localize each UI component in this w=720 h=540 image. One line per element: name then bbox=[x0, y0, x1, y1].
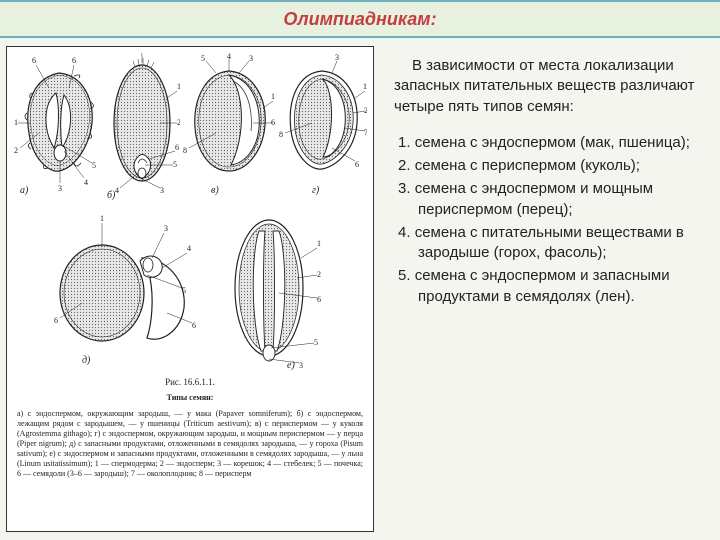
svg-text:3: 3 bbox=[299, 361, 303, 370]
svg-text:6: 6 bbox=[271, 118, 275, 127]
figure-box: 6 6 1 2 3 4 5 а) bbox=[6, 46, 374, 532]
svg-text:1: 1 bbox=[317, 239, 321, 248]
list-text: семена с эндоспермом (мак, пшеница); bbox=[415, 134, 690, 151]
svg-text:7: 7 bbox=[364, 128, 367, 137]
svg-text:1: 1 bbox=[363, 82, 367, 91]
svg-text:4: 4 bbox=[84, 178, 88, 187]
svg-text:2: 2 bbox=[14, 146, 18, 155]
svg-text:6: 6 bbox=[355, 160, 359, 169]
seed-v: 5 4 3 1 6 8 в) bbox=[181, 53, 276, 203]
list-item: 5. семена с эндоспермом и запасными прод… bbox=[398, 266, 702, 307]
label-e: е) bbox=[287, 360, 295, 371]
svg-text:5: 5 bbox=[201, 54, 205, 63]
svg-text:5: 5 bbox=[173, 160, 177, 169]
svg-text:1: 1 bbox=[271, 92, 275, 101]
list-item: 4. семена с питательными веществами в за… bbox=[398, 223, 702, 264]
label-b: б) bbox=[107, 190, 116, 201]
svg-text:4: 4 bbox=[187, 244, 191, 253]
svg-text:3: 3 bbox=[58, 184, 62, 193]
svg-text:1: 1 bbox=[177, 82, 180, 91]
svg-text:6: 6 bbox=[72, 56, 76, 65]
content-area: 6 6 1 2 3 4 5 а) bbox=[0, 38, 720, 540]
intro-text: В зависимости от места локализации запас… bbox=[394, 56, 702, 117]
svg-text:2: 2 bbox=[317, 270, 321, 279]
svg-text:3: 3 bbox=[249, 54, 253, 63]
figure-panel: 6 6 1 2 3 4 5 а) bbox=[0, 38, 380, 540]
svg-text:1: 1 bbox=[14, 118, 18, 127]
page-title: Олимпиадникам: bbox=[283, 9, 436, 30]
label-d: д) bbox=[82, 355, 91, 366]
figure-number: Рис. 16.6.1.1. bbox=[13, 375, 367, 390]
figure-caption: а) с эндоспермом, окружающим зародыш, — … bbox=[13, 407, 367, 481]
svg-text:3: 3 bbox=[335, 53, 339, 62]
seed-g: 3 1 2 7 8 6 г) bbox=[277, 53, 367, 203]
svg-text:5: 5 bbox=[182, 286, 186, 295]
svg-text:8: 8 bbox=[279, 130, 283, 139]
svg-text:7: 7 bbox=[140, 53, 144, 57]
list-item: 2. семена с периспермом (куколь); bbox=[398, 156, 702, 176]
svg-text:8: 8 bbox=[183, 146, 187, 155]
list-num: 3. bbox=[398, 180, 415, 197]
list-text: семена с периспермом (куколь); bbox=[415, 157, 640, 174]
seed-d: 1 3 4 5 6 6 д) bbox=[52, 203, 202, 373]
seed-a: 6 6 1 2 3 4 5 а) bbox=[14, 53, 104, 203]
list-item: 3. семена с эндоспермом и мощным периспе… bbox=[398, 179, 702, 220]
seed-row-1: 6 6 1 2 3 4 5 а) bbox=[13, 53, 367, 203]
list-num: 4. bbox=[398, 224, 415, 241]
label-a: а) bbox=[20, 185, 29, 196]
figure-subtitle: Типы семян: bbox=[13, 391, 367, 405]
list-num: 1. bbox=[398, 134, 415, 151]
label-v: в) bbox=[211, 185, 219, 196]
svg-text:4: 4 bbox=[115, 186, 119, 195]
seed-type-list: 1. семена с эндоспермом (мак, пшеница); … bbox=[394, 133, 702, 307]
seed-row-2: 1 3 4 5 6 6 д) 1 bbox=[13, 203, 367, 373]
svg-text:6: 6 bbox=[175, 143, 179, 152]
svg-text:6: 6 bbox=[317, 295, 321, 304]
list-text: семена с питательными веществами в зарод… bbox=[415, 224, 684, 261]
seed-b: 7 1 2 6 5 3 4 б) bbox=[105, 53, 180, 203]
text-panel: В зависимости от места локализации запас… bbox=[380, 38, 720, 540]
svg-text:6: 6 bbox=[54, 316, 58, 325]
svg-text:2: 2 bbox=[177, 118, 180, 127]
svg-text:6: 6 bbox=[192, 321, 196, 330]
seed-e: 1 2 6 5 3 е) bbox=[219, 203, 329, 373]
list-text: семена с эндоспермом и запасными продукт… bbox=[415, 267, 670, 304]
list-num: 5. bbox=[398, 267, 415, 284]
svg-text:3: 3 bbox=[164, 224, 168, 233]
label-g: г) bbox=[312, 185, 320, 196]
svg-text:4: 4 bbox=[227, 53, 231, 61]
svg-text:5: 5 bbox=[92, 161, 96, 170]
svg-text:2: 2 bbox=[364, 106, 367, 115]
svg-text:1: 1 bbox=[100, 214, 104, 223]
list-num: 2. bbox=[398, 157, 415, 174]
svg-text:5: 5 bbox=[314, 338, 318, 347]
svg-text:3: 3 bbox=[160, 186, 164, 195]
header-bar: Олимпиадникам: bbox=[0, 0, 720, 38]
svg-text:6: 6 bbox=[32, 56, 36, 65]
list-text: семена с эндоспермом и мощным периспермо… bbox=[415, 180, 653, 217]
list-item: 1. семена с эндоспермом (мак, пшеница); bbox=[398, 133, 702, 153]
